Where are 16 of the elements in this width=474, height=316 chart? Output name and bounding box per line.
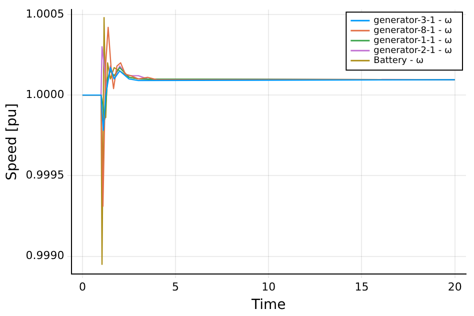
legend-label: generator-1-1 - ω [374,36,452,46]
x-axis-title: Time [250,297,286,314]
legend-label: Battery - ω [374,56,424,66]
y-tick-label: 1.0000 [26,88,64,101]
y-tick-label: 0.9990 [26,249,64,262]
y-tick-label: 0.9995 [26,168,64,182]
x-tick-label: 0 [78,280,86,294]
x-tick-label: 5 [172,280,180,294]
legend-label: generator-3-1 - ω [374,16,452,26]
x-tick-label: 10 [262,280,276,294]
y-tick-label: 1.0005 [26,7,64,20]
x-tick-label: 20 [448,280,462,294]
x-tick-label: 15 [354,280,369,294]
y-axis-title: Speed [pu] [4,103,20,180]
legend-label: generator-2-1 - ω [374,46,452,56]
legend-label: generator-8-1 - ω [374,26,452,36]
